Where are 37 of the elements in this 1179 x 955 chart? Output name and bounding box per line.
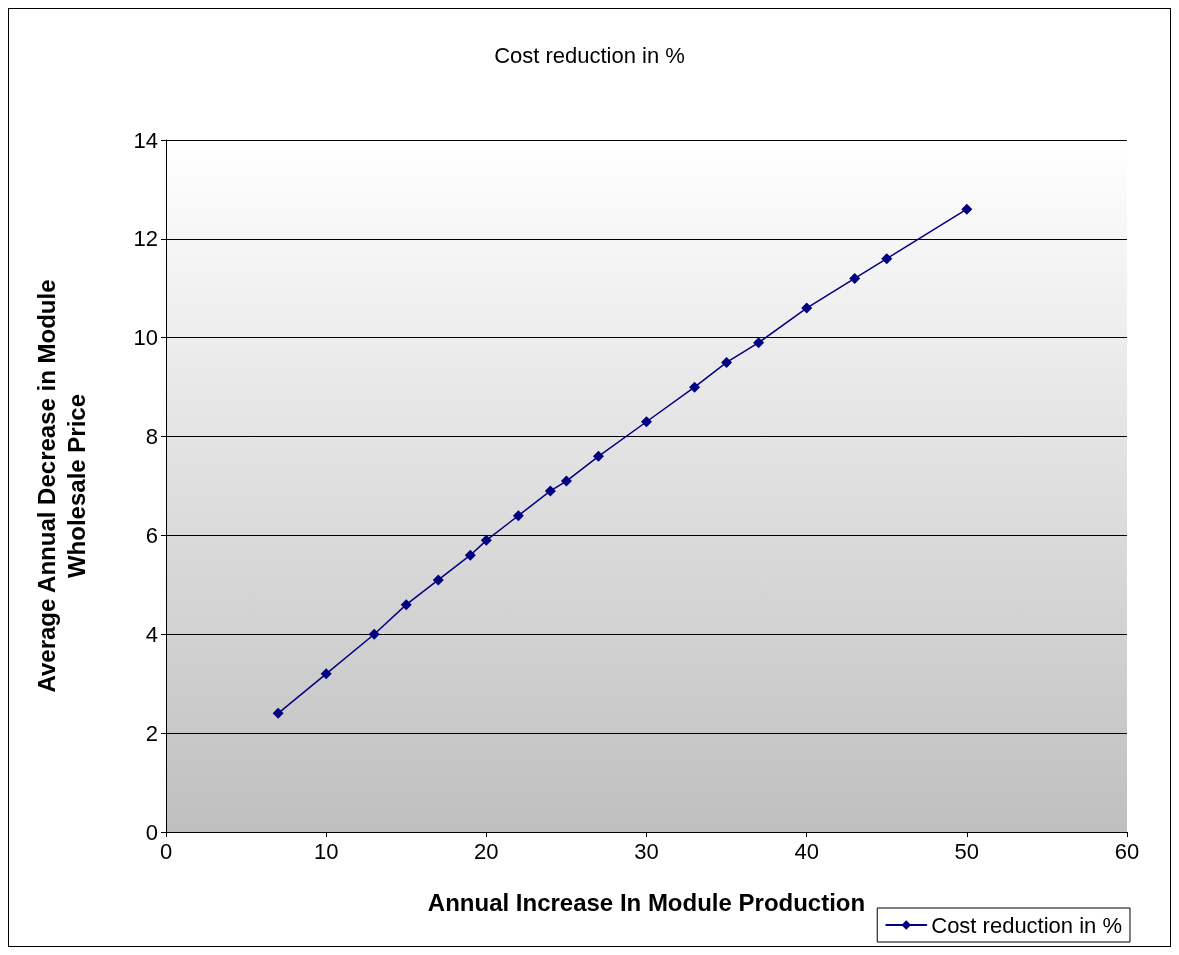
y-tick-label: 2 bbox=[145, 720, 158, 746]
x-axis-title: Annual Increase In Module Production bbox=[427, 888, 866, 916]
y-tick-label: 6 bbox=[145, 522, 158, 548]
x-tick-label: 60 bbox=[1114, 838, 1140, 864]
point bbox=[320, 668, 332, 680]
y-axis-title: Average Annual Decrease in Module Wholesale Price bbox=[32, 279, 90, 693]
point bbox=[961, 203, 973, 215]
point bbox=[368, 628, 380, 640]
y-tick-label: 0 bbox=[145, 819, 158, 845]
point bbox=[480, 534, 492, 546]
point bbox=[544, 485, 556, 497]
point bbox=[464, 549, 476, 561]
y-tick-label: 14 bbox=[133, 127, 158, 153]
x-tick-label: 20 bbox=[474, 838, 499, 864]
chart-title: Cost reduction in % bbox=[494, 42, 685, 68]
x-tick-label: 40 bbox=[794, 838, 819, 864]
point bbox=[432, 574, 444, 586]
y-tick-label: 12 bbox=[133, 226, 158, 252]
point bbox=[641, 416, 652, 428]
point bbox=[560, 475, 572, 487]
y-tick-label: 10 bbox=[133, 325, 158, 351]
point bbox=[272, 707, 284, 719]
point bbox=[512, 510, 524, 522]
point bbox=[753, 337, 765, 349]
x-tick-label: 10 bbox=[313, 838, 339, 864]
y-tick-label: 8 bbox=[145, 424, 158, 450]
point bbox=[801, 302, 813, 314]
point bbox=[721, 356, 733, 368]
point bbox=[849, 272, 861, 284]
x-tick-label: 50 bbox=[954, 838, 980, 864]
y-tick-label: 4 bbox=[145, 621, 158, 647]
point bbox=[400, 599, 412, 611]
x-tick-label: 30 bbox=[634, 838, 659, 864]
point bbox=[881, 253, 893, 265]
point bbox=[592, 450, 604, 462]
point bbox=[689, 381, 701, 393]
legend-label: Cost reduction in % bbox=[931, 912, 1123, 938]
